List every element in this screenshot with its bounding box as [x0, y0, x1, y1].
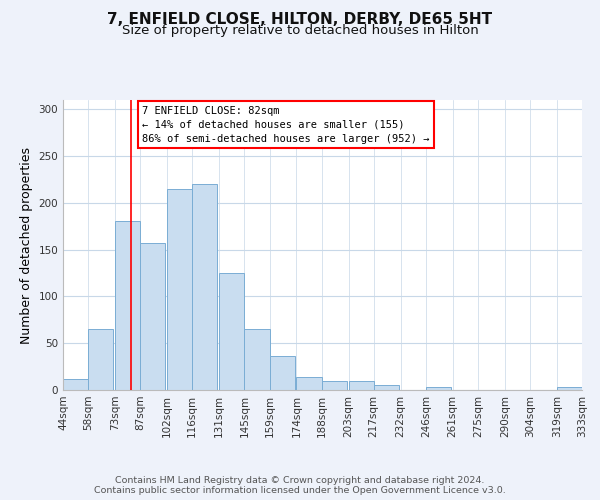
Bar: [374, 386, 399, 390]
Bar: [269, 356, 295, 390]
Bar: [63, 379, 88, 390]
Text: 7 ENFIELD CLOSE: 82sqm
← 14% of detached houses are smaller (155)
86% of semi-de: 7 ENFIELD CLOSE: 82sqm ← 14% of detached…: [142, 106, 430, 144]
Bar: [193, 184, 217, 390]
Bar: [426, 387, 451, 390]
Bar: [557, 387, 582, 390]
Bar: [244, 329, 269, 390]
Bar: [115, 220, 140, 390]
Bar: [140, 243, 166, 390]
Bar: [167, 189, 193, 390]
Y-axis label: Number of detached properties: Number of detached properties: [20, 146, 33, 344]
Bar: [322, 380, 347, 390]
Text: Size of property relative to detached houses in Hilton: Size of property relative to detached ho…: [122, 24, 478, 37]
Bar: [88, 329, 113, 390]
Text: Contains HM Land Registry data © Crown copyright and database right 2024.: Contains HM Land Registry data © Crown c…: [115, 476, 485, 485]
Text: Contains public sector information licensed under the Open Government Licence v3: Contains public sector information licen…: [94, 486, 506, 495]
Bar: [296, 377, 322, 390]
Text: 7, ENFIELD CLOSE, HILTON, DERBY, DE65 5HT: 7, ENFIELD CLOSE, HILTON, DERBY, DE65 5H…: [107, 12, 493, 28]
Bar: [349, 380, 374, 390]
Bar: [219, 273, 244, 390]
